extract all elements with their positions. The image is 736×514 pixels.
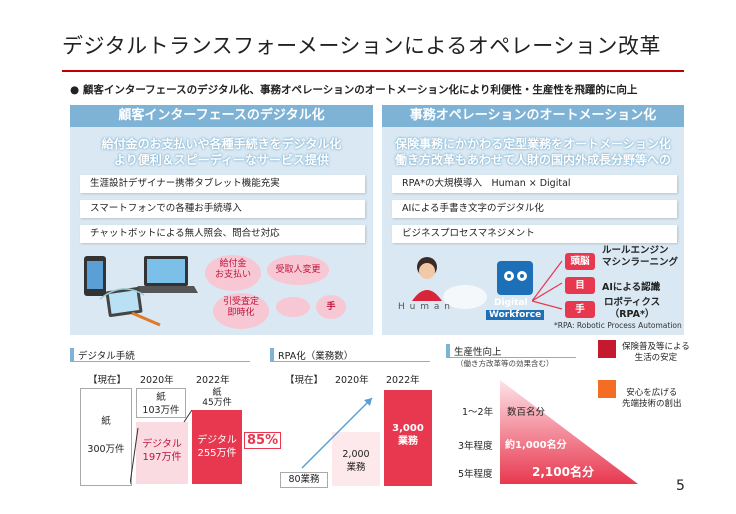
sdg-text-2: 安心を広げる 先端技術の創出 — [622, 388, 682, 409]
operation-automation-heading: 事務オペレーションのオートメーション化 — [382, 105, 684, 127]
productivity-wedge — [500, 380, 638, 484]
list-item: RPA*の大規模導入 Human × Digital — [392, 175, 677, 193]
tag-eye: 目 — [565, 277, 595, 294]
list-item: ビジネスプロセスマネジメント — [392, 225, 677, 243]
list-item: AIによる手書き文字のデジタル化 — [392, 200, 677, 218]
connector-lines — [532, 260, 563, 310]
rpa-col-now: 【現在】 — [285, 375, 324, 386]
rpa-now-box: 80業務 — [280, 472, 328, 488]
col-2020: 2020年 — [140, 375, 174, 386]
col-2022: 2022年 — [196, 375, 230, 386]
2020-paper-box: 紙 103万件 — [136, 388, 186, 418]
digital-procedures-heading: デジタル手続 — [70, 348, 250, 362]
rpa-2022-box: 3,000 業務 — [384, 390, 432, 486]
title-divider — [62, 70, 684, 72]
value-3: 2,100名分 — [532, 465, 594, 479]
tag-hand: 手 — [565, 301, 595, 318]
rpa-arrow — [301, 397, 373, 469]
sdg-text-1: 保険普及等による 生活の安定 — [622, 342, 690, 363]
2020-digital-box: デジタル 197万件 — [136, 422, 188, 484]
rpa-footnote: *RPA: Robotic Process Automation — [554, 321, 682, 330]
customer-interface-panel: 顧客インターフェースのデジタル化 給付金のお支払いや各種手続きをデジタル化 より… — [70, 105, 373, 335]
customer-interface-lead: 給付金のお支払いや各種手続きをデジタル化 より便利＆スピーディーなサービス提供 — [70, 136, 373, 168]
page-title: デジタルトランスフォーメーションによるオペレーション改革 — [62, 34, 661, 58]
tag-brain: 頭脳 — [565, 253, 595, 270]
workforce-label: Workforce — [486, 310, 545, 320]
tag-hand-text: ロボティクス （RPA*） — [604, 297, 661, 320]
lead-line-2: 働き方改革もあわせて人財の国内外成長分野等への — [394, 153, 671, 167]
tag-eye-text: AIによる認識 — [602, 282, 661, 293]
bubble-empty — [276, 297, 310, 317]
2022-paper-box: 紙 45万件 — [202, 388, 232, 408]
bubble-hand: 手 — [316, 295, 346, 319]
list-item: 生涯設計デザイナー携帯タブレット機能充実 — [80, 175, 365, 193]
rpa-2020-box: 2,000 業務 — [332, 432, 380, 486]
lead-line-2: より便利＆スピーディーなサービス提供 — [114, 153, 329, 167]
col-now: 【現在】 — [88, 375, 127, 386]
bubble-beneficiary-change: 受取人変更 — [267, 255, 329, 285]
digital-percent: 85% — [244, 432, 282, 449]
bubble-underwriting: 引受査定 即時化 — [213, 293, 269, 329]
robot-icon — [497, 261, 533, 295]
lead-line-1: 保険事務にかかわる定型業務をオートメーション化 — [395, 137, 671, 151]
digital-label: Digital — [494, 298, 528, 308]
human-digital-illustration — [412, 257, 533, 309]
value-1: 数百名分 — [507, 407, 546, 418]
operation-automation-panel: 事務オペレーションのオートメーション化 保険事務にかかわる定型業務をオートメーシ… — [382, 105, 684, 335]
rpa-heading: RPA化（業務数） — [270, 348, 430, 362]
2022-digital-box: デジタル 255万件 — [192, 410, 242, 484]
period-3: 5年程度 — [458, 469, 493, 480]
customer-interface-heading: 顧客インターフェースのデジタル化 — [70, 105, 373, 127]
rpa-col-2022: 2022年 — [386, 375, 420, 386]
bubble-benefit-payment: 給付金 お支払い — [205, 255, 261, 291]
operation-automation-lead: 保険事務にかかわる定型業務をオートメーション化 働き方改革もあわせて人財の国内外… — [382, 136, 684, 168]
human-label: H u m a n — [398, 302, 451, 312]
productivity-heading: 生産性向上 — [446, 344, 576, 358]
summary-bullet: ● 顧客インターフェースのデジタル化、事務オペレーションのオートメーション化によ… — [70, 84, 638, 96]
value-2: 約1,000名分 — [505, 440, 567, 451]
rpa-col-2020: 2020年 — [335, 375, 369, 386]
list-item: チャットボットによる無人照会、問合せ対応 — [80, 225, 365, 243]
growth-lines — [130, 409, 192, 484]
sdg-goal-icon — [598, 340, 616, 358]
lead-line-1: 給付金のお支払いや各種手続きをデジタル化 — [101, 137, 342, 151]
now-paper-box: 紙 300万件 — [80, 388, 132, 486]
sdg-goal-icon — [598, 380, 616, 398]
list-item: スマートフォンでの各種お手続導入 — [80, 200, 365, 218]
period-1: 1〜2年 — [462, 407, 494, 418]
productivity-subheading: （働き方改革等の効果含む） — [456, 359, 554, 368]
tag-brain-text: ルールエンジン マシンラーニング — [602, 245, 679, 268]
period-2: 3年程度 — [458, 441, 493, 452]
devices-illustration — [84, 256, 198, 327]
page-number: 5 — [676, 478, 685, 494]
